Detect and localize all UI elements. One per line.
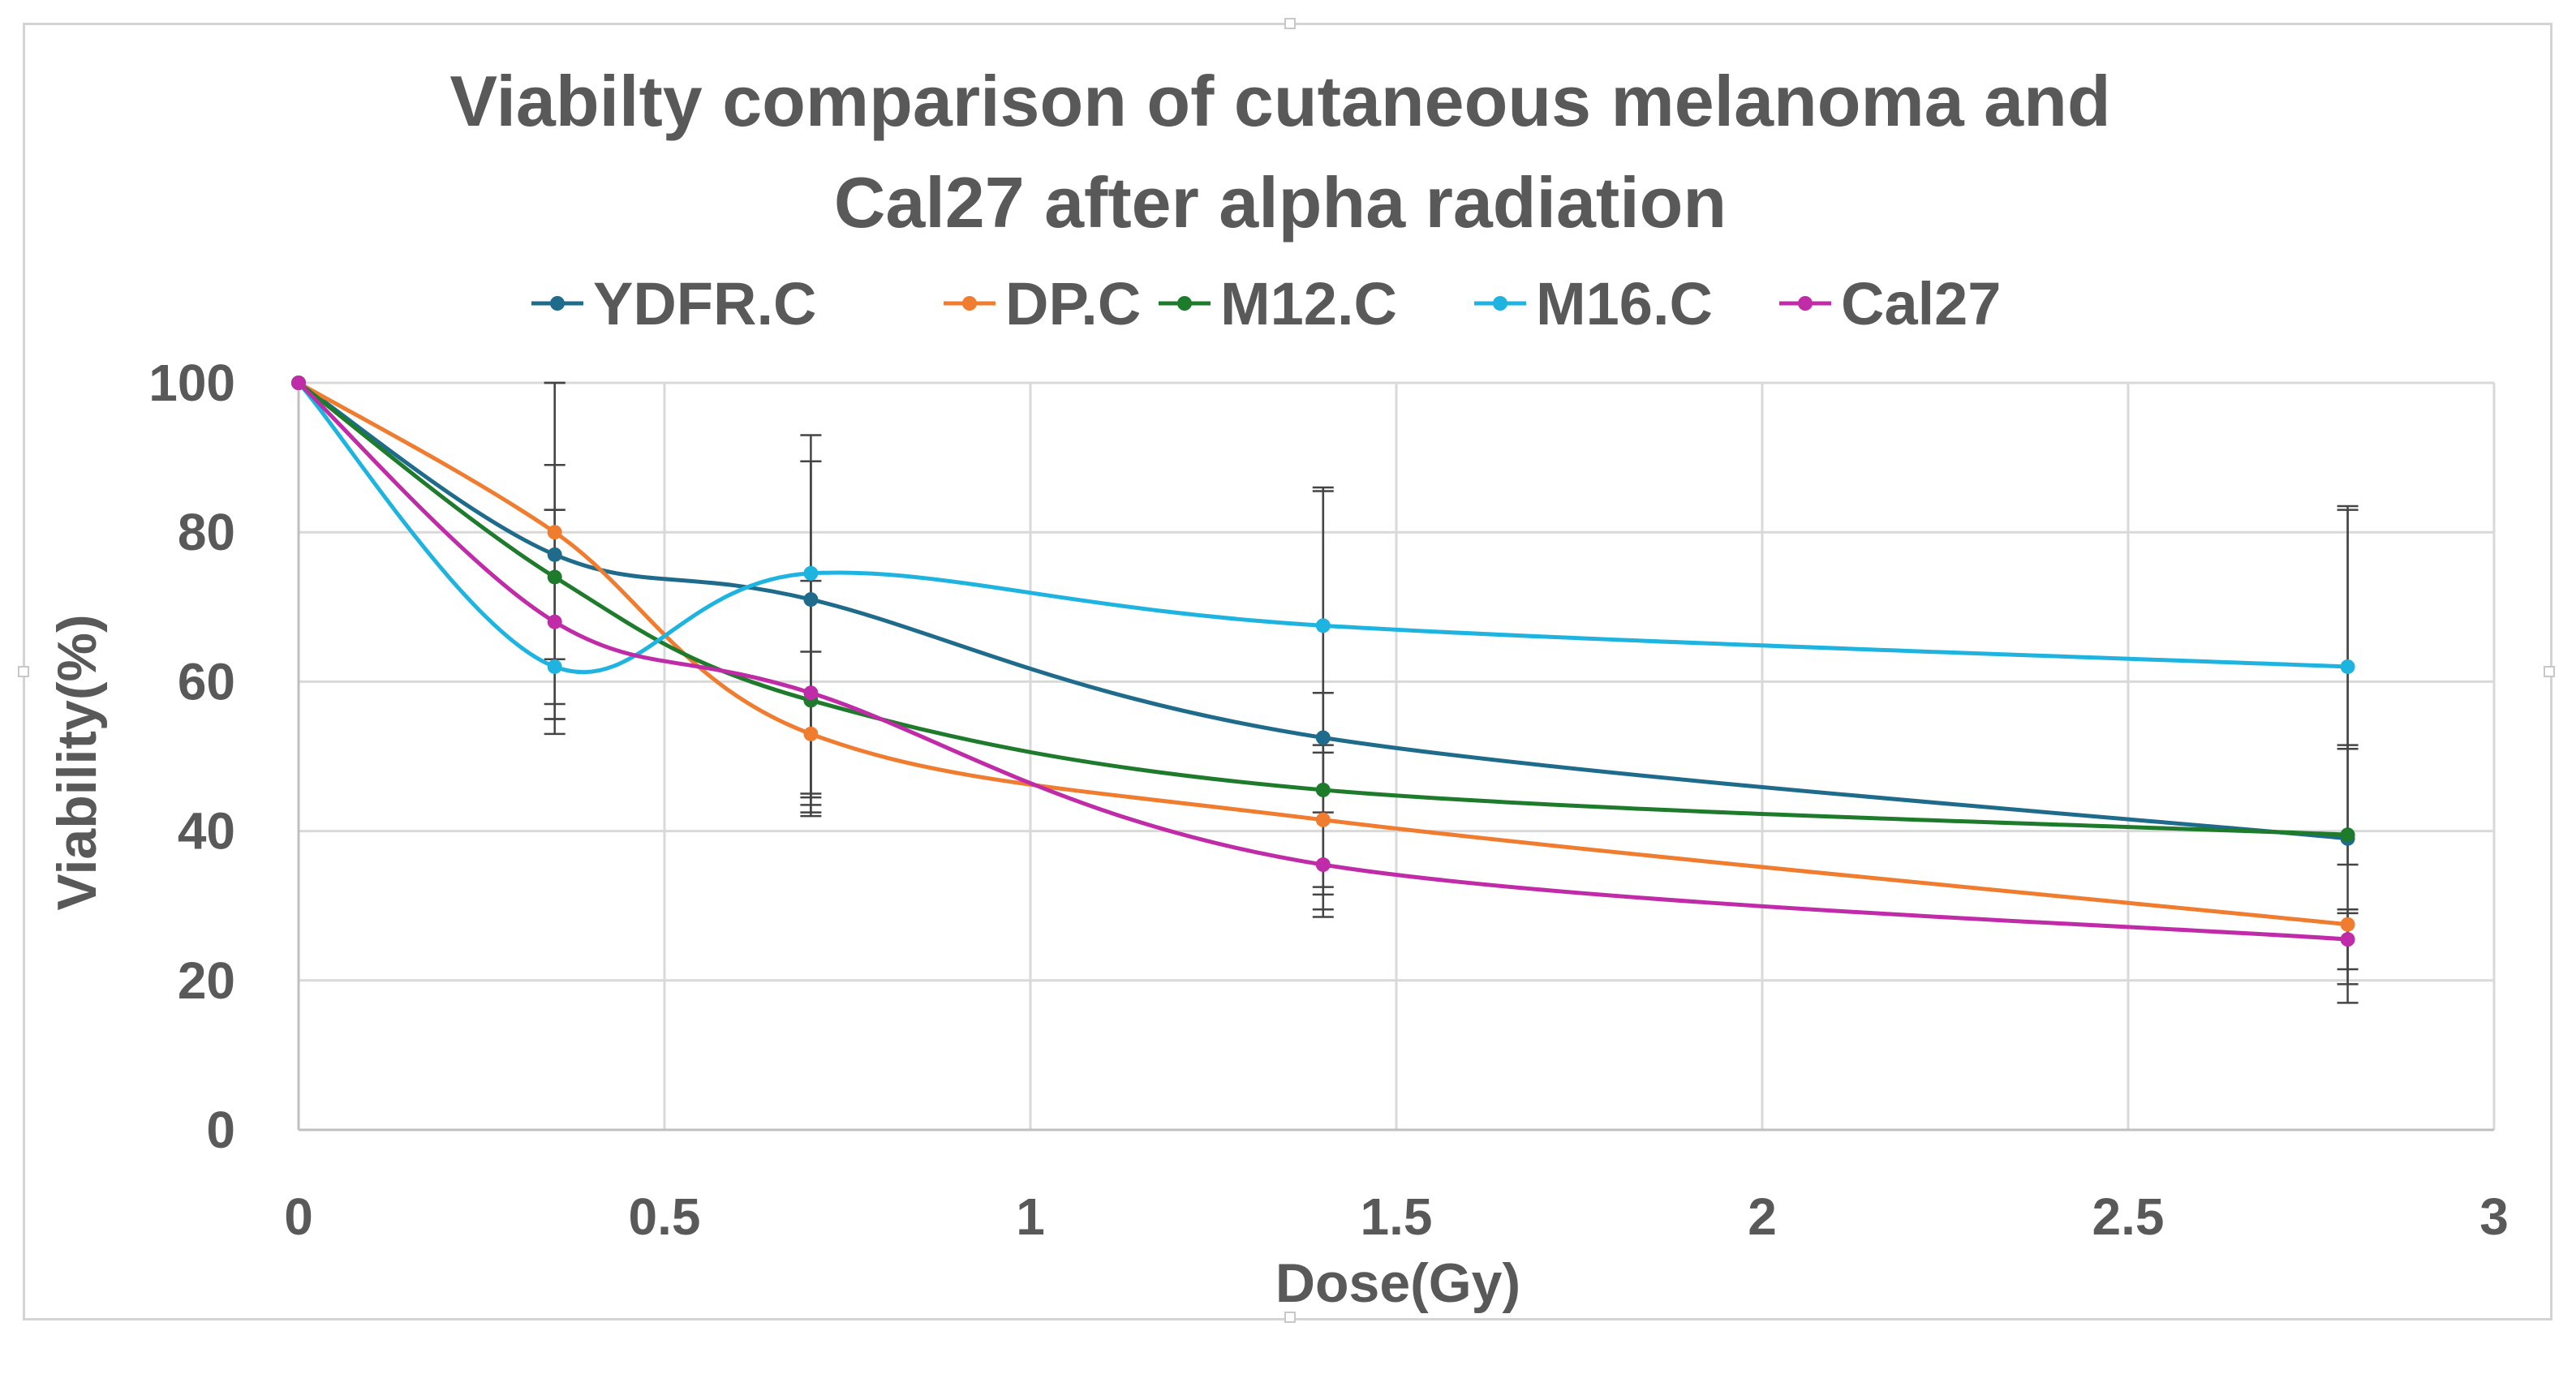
legend-label: YDFR.C: [593, 270, 816, 337]
series-line-cal27: [297, 381, 2348, 942]
y-tick-label: 40: [178, 802, 235, 861]
legend-label: M16.C: [1536, 270, 1713, 337]
x-tick-label: 0: [284, 1187, 313, 1246]
chart-frame: [18, 18, 2555, 1323]
data-point-ydfrc-1: [547, 547, 562, 562]
legend-label: DP.C: [1005, 270, 1141, 337]
data-point-m16c-3: [1315, 618, 1331, 633]
x-axis-label: Dose(Gy): [1275, 1252, 1520, 1314]
error-bar-m16c-4: [2337, 509, 2359, 750]
series-line-m12c: [297, 381, 2348, 837]
legend-label: M12.C: [1220, 270, 1397, 337]
legend-swatch-marker: [1798, 296, 1813, 311]
data-point-ydfrc-3: [1315, 730, 1331, 745]
gridlines: [297, 381, 2496, 1131]
data-point-m16c-2: [803, 565, 819, 581]
plot-area: [291, 376, 2359, 1004]
x-tick-label: 2.5: [2092, 1187, 2165, 1246]
legend-swatch-marker: [1177, 296, 1192, 311]
y-axis-label: Viability(%): [46, 614, 108, 910]
x-tick-label: 2: [1748, 1187, 1777, 1246]
y-tick-label: 100: [148, 354, 235, 412]
legend-item-ydfrc[interactable]: YDFR.C: [531, 270, 816, 337]
x-axis-ticks: 0 0.5 1 1.5 2 2.5 3: [284, 1187, 2509, 1246]
data-point-cal27-3: [1315, 857, 1331, 873]
series-line-dpc: [297, 380, 2348, 927]
data-point-ydfrc-2: [803, 592, 819, 608]
resize-handle-bottom[interactable]: [1284, 1312, 1296, 1323]
legend-swatch-marker: [962, 296, 977, 311]
error-bar-cal27-3: [1312, 744, 1334, 918]
data-point-dpc-2: [803, 726, 819, 741]
data-point-dpc-1: [547, 525, 562, 540]
x-tick-label: 3: [2479, 1187, 2509, 1246]
chart-title-line-1: Viabilty comparison of cutaneous melanom…: [449, 61, 2110, 141]
resize-handle-top[interactable]: [1284, 18, 1296, 29]
data-point-m16c-1: [547, 659, 562, 674]
series-cal27: [291, 376, 2355, 947]
data-point-cal27-0: [291, 376, 306, 390]
series-line-m16c: [297, 381, 2348, 674]
chart-title-line-2: Cal27 after alpha radiation: [834, 162, 1727, 243]
legend-item-dpc[interactable]: DP.C: [944, 270, 1141, 337]
legend: YDFR.C DP.C M12.C M16.C Cal27: [531, 270, 2001, 337]
legend-swatch-marker: [550, 296, 565, 311]
data-point-m16c-4: [2340, 659, 2355, 674]
y-tick-label: 20: [178, 951, 235, 1010]
data-point-cal27-4: [2340, 932, 2355, 947]
data-point-cal27-2: [803, 685, 819, 701]
data-point-dpc-4: [2340, 917, 2355, 932]
series-line-ydfrc: [297, 380, 2348, 841]
x-tick-label: 1: [1016, 1187, 1045, 1246]
legend-item-m12c[interactable]: M12.C: [1159, 270, 1397, 337]
legend-item-m16c[interactable]: M16.C: [1474, 270, 1713, 337]
resize-handle-left[interactable]: [18, 666, 29, 677]
y-tick-label: 60: [178, 652, 235, 711]
data-point-m12c-1: [547, 569, 562, 585]
y-axis-ticks: 0 20 40 60 80 100: [148, 354, 235, 1159]
legend-label: Cal27: [1841, 270, 2001, 337]
y-tick-label: 80: [178, 503, 235, 561]
data-point-m12c-3: [1315, 782, 1331, 797]
x-tick-label: 1.5: [1361, 1187, 1433, 1246]
y-tick-label: 0: [206, 1101, 235, 1159]
legend-item-cal27[interactable]: Cal27: [1779, 270, 2001, 337]
legend-swatch-marker: [1493, 296, 1507, 311]
error-bar-m12c-4: [2337, 744, 2359, 866]
data-point-dpc-3: [1315, 812, 1331, 827]
resize-handle-right[interactable]: [2544, 666, 2555, 677]
data-point-m12c-4: [2340, 827, 2355, 843]
data-point-cal27-1: [547, 614, 562, 629]
x-tick-label: 0.5: [629, 1187, 701, 1246]
